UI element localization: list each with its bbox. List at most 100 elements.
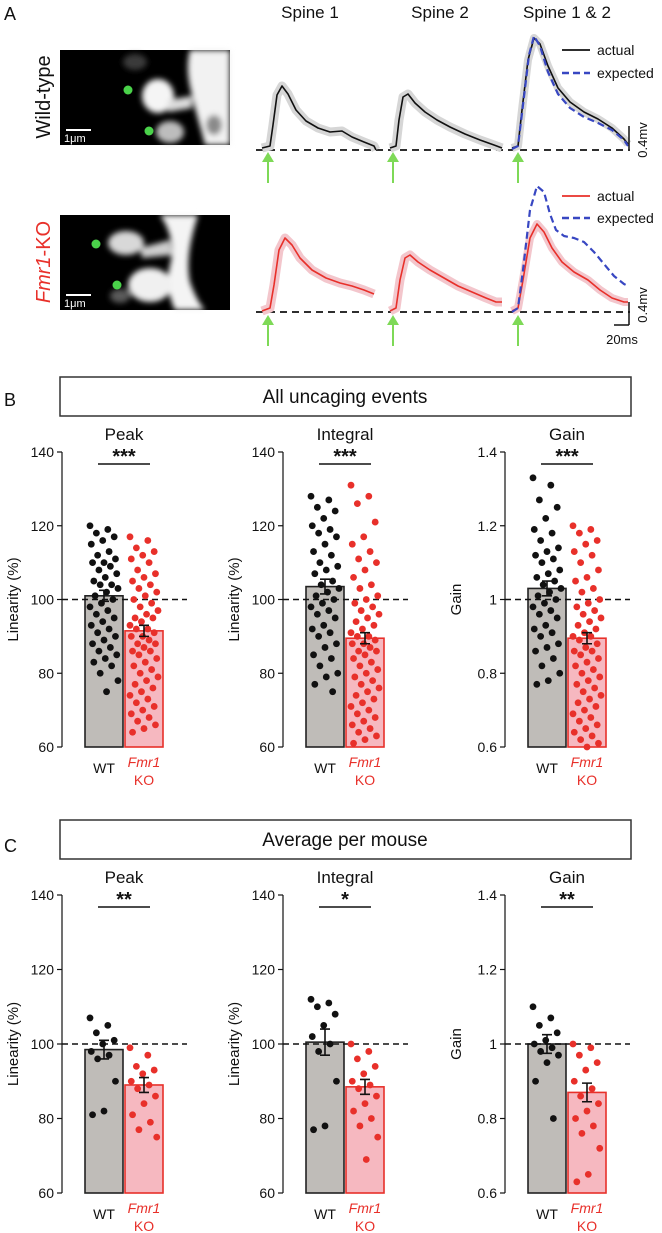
data-point-ko [140,573,148,581]
image-scalebar-label: 1μm [64,298,86,310]
data-point-ko [129,728,136,736]
data-point-wt [109,596,117,603]
x-label-ko-gene: Fmr1 [571,1200,604,1216]
data-point-ko [348,721,356,729]
data-point-wt [101,655,109,662]
data-point-wt [113,570,121,578]
data-point-wt [553,503,561,511]
data-point-ko [578,669,586,677]
chart-title: Gain [549,425,585,444]
error-bar [99,589,109,603]
data-point-wt [316,662,324,670]
data-point-ko [595,655,602,662]
data-point-ko [365,632,373,640]
data-point-ko [361,1100,369,1107]
data-point-ko [589,1122,597,1130]
data-point-wt [532,1077,539,1085]
data-point-ko [375,684,383,692]
error-bar [139,1076,149,1094]
data-point-ko [126,1044,134,1052]
y-tick-label: 140 [31,444,55,460]
data-point-wt [322,673,330,681]
uncaging-spot [123,85,133,95]
trace-sem-spine2 [388,89,504,153]
x-label-ko-gene: Fmr1 [349,754,382,770]
data-point-ko [135,651,143,659]
data-point-ko [132,544,140,552]
uncaging-spot [112,280,122,290]
data-point-wt [100,636,108,644]
trace-actual-spine12 [511,37,629,149]
data-point-wt [106,644,114,651]
error-bar [582,631,592,645]
data-point-ko [140,644,148,651]
data-point-wt [533,680,541,688]
data-point-ko [574,621,582,629]
data-point-ko [350,655,357,662]
data-point-ko [578,1130,586,1137]
data-point-ko [374,1133,382,1141]
chart-title: Peak [105,868,144,887]
data-point-wt [89,640,96,648]
data-point-wt [325,999,333,1007]
data-point-ko [130,596,138,603]
y-tick-label: 100 [252,592,276,608]
micrograph-ko: 1μm [60,215,230,310]
data-point-wt [90,577,98,585]
data-point-ko [152,640,159,648]
data-point-ko [145,559,153,567]
data-point-ko [596,596,604,603]
data-point-wt [312,592,320,600]
data-point-wt [549,1115,557,1122]
y-tick-label: 120 [31,518,55,534]
data-point-ko [593,537,601,544]
chart-title: Gain [549,868,585,887]
data-point-ko [591,607,599,614]
trace-expected-spine12 [511,184,629,313]
data-point-wt [320,621,328,629]
data-point-ko [570,548,578,555]
data-point-ko [570,647,578,655]
data-point-ko [367,581,375,589]
data-point-ko [127,555,135,563]
data-point-ko [579,610,587,618]
panel-label-c: C [4,836,17,856]
data-point-wt [87,621,95,629]
data-point-ko [361,736,369,744]
data-point-ko [370,621,378,629]
data-point-wt [108,581,116,589]
data-point-ko [596,1144,604,1152]
y-tick-label: 80 [38,1111,54,1127]
data-point-wt [535,1021,543,1029]
chart-b-integral: 60 80 100 120 140 Linearity (%) Integral *** WT F… [226,425,408,788]
data-point-wt [549,555,557,563]
bar-wt [305,585,345,748]
data-point-ko [347,1040,355,1048]
data-point-ko [347,481,355,489]
data-point-wt [106,562,114,570]
data-point-wt [95,647,103,655]
data-point-ko [597,614,605,622]
data-point-wt [529,474,537,482]
data-point-ko [577,736,585,744]
data-point-ko [589,666,597,673]
y-tick-label: 1.2 [478,518,498,534]
data-point-ko [588,647,596,655]
data-point-ko [127,710,135,718]
data-point-ko [353,500,361,508]
y-tick-label: 0.8 [478,665,498,681]
data-point-ko [593,1059,601,1067]
data-point-wt [110,614,118,622]
x-label-ko-gene: Fmr1 [128,1200,161,1216]
data-point-wt [103,688,110,696]
data-point-ko [575,636,583,644]
data-point-ko [153,588,161,596]
y-tick-label: 1 [489,592,497,608]
bar-ko [567,1091,607,1194]
y-tick-label: 80 [259,1111,275,1127]
trace-actual-spine1 [261,85,377,151]
data-point-ko [366,548,374,555]
error-bar [542,1033,552,1055]
data-point-ko [357,607,365,614]
data-point-wt [333,1077,340,1085]
